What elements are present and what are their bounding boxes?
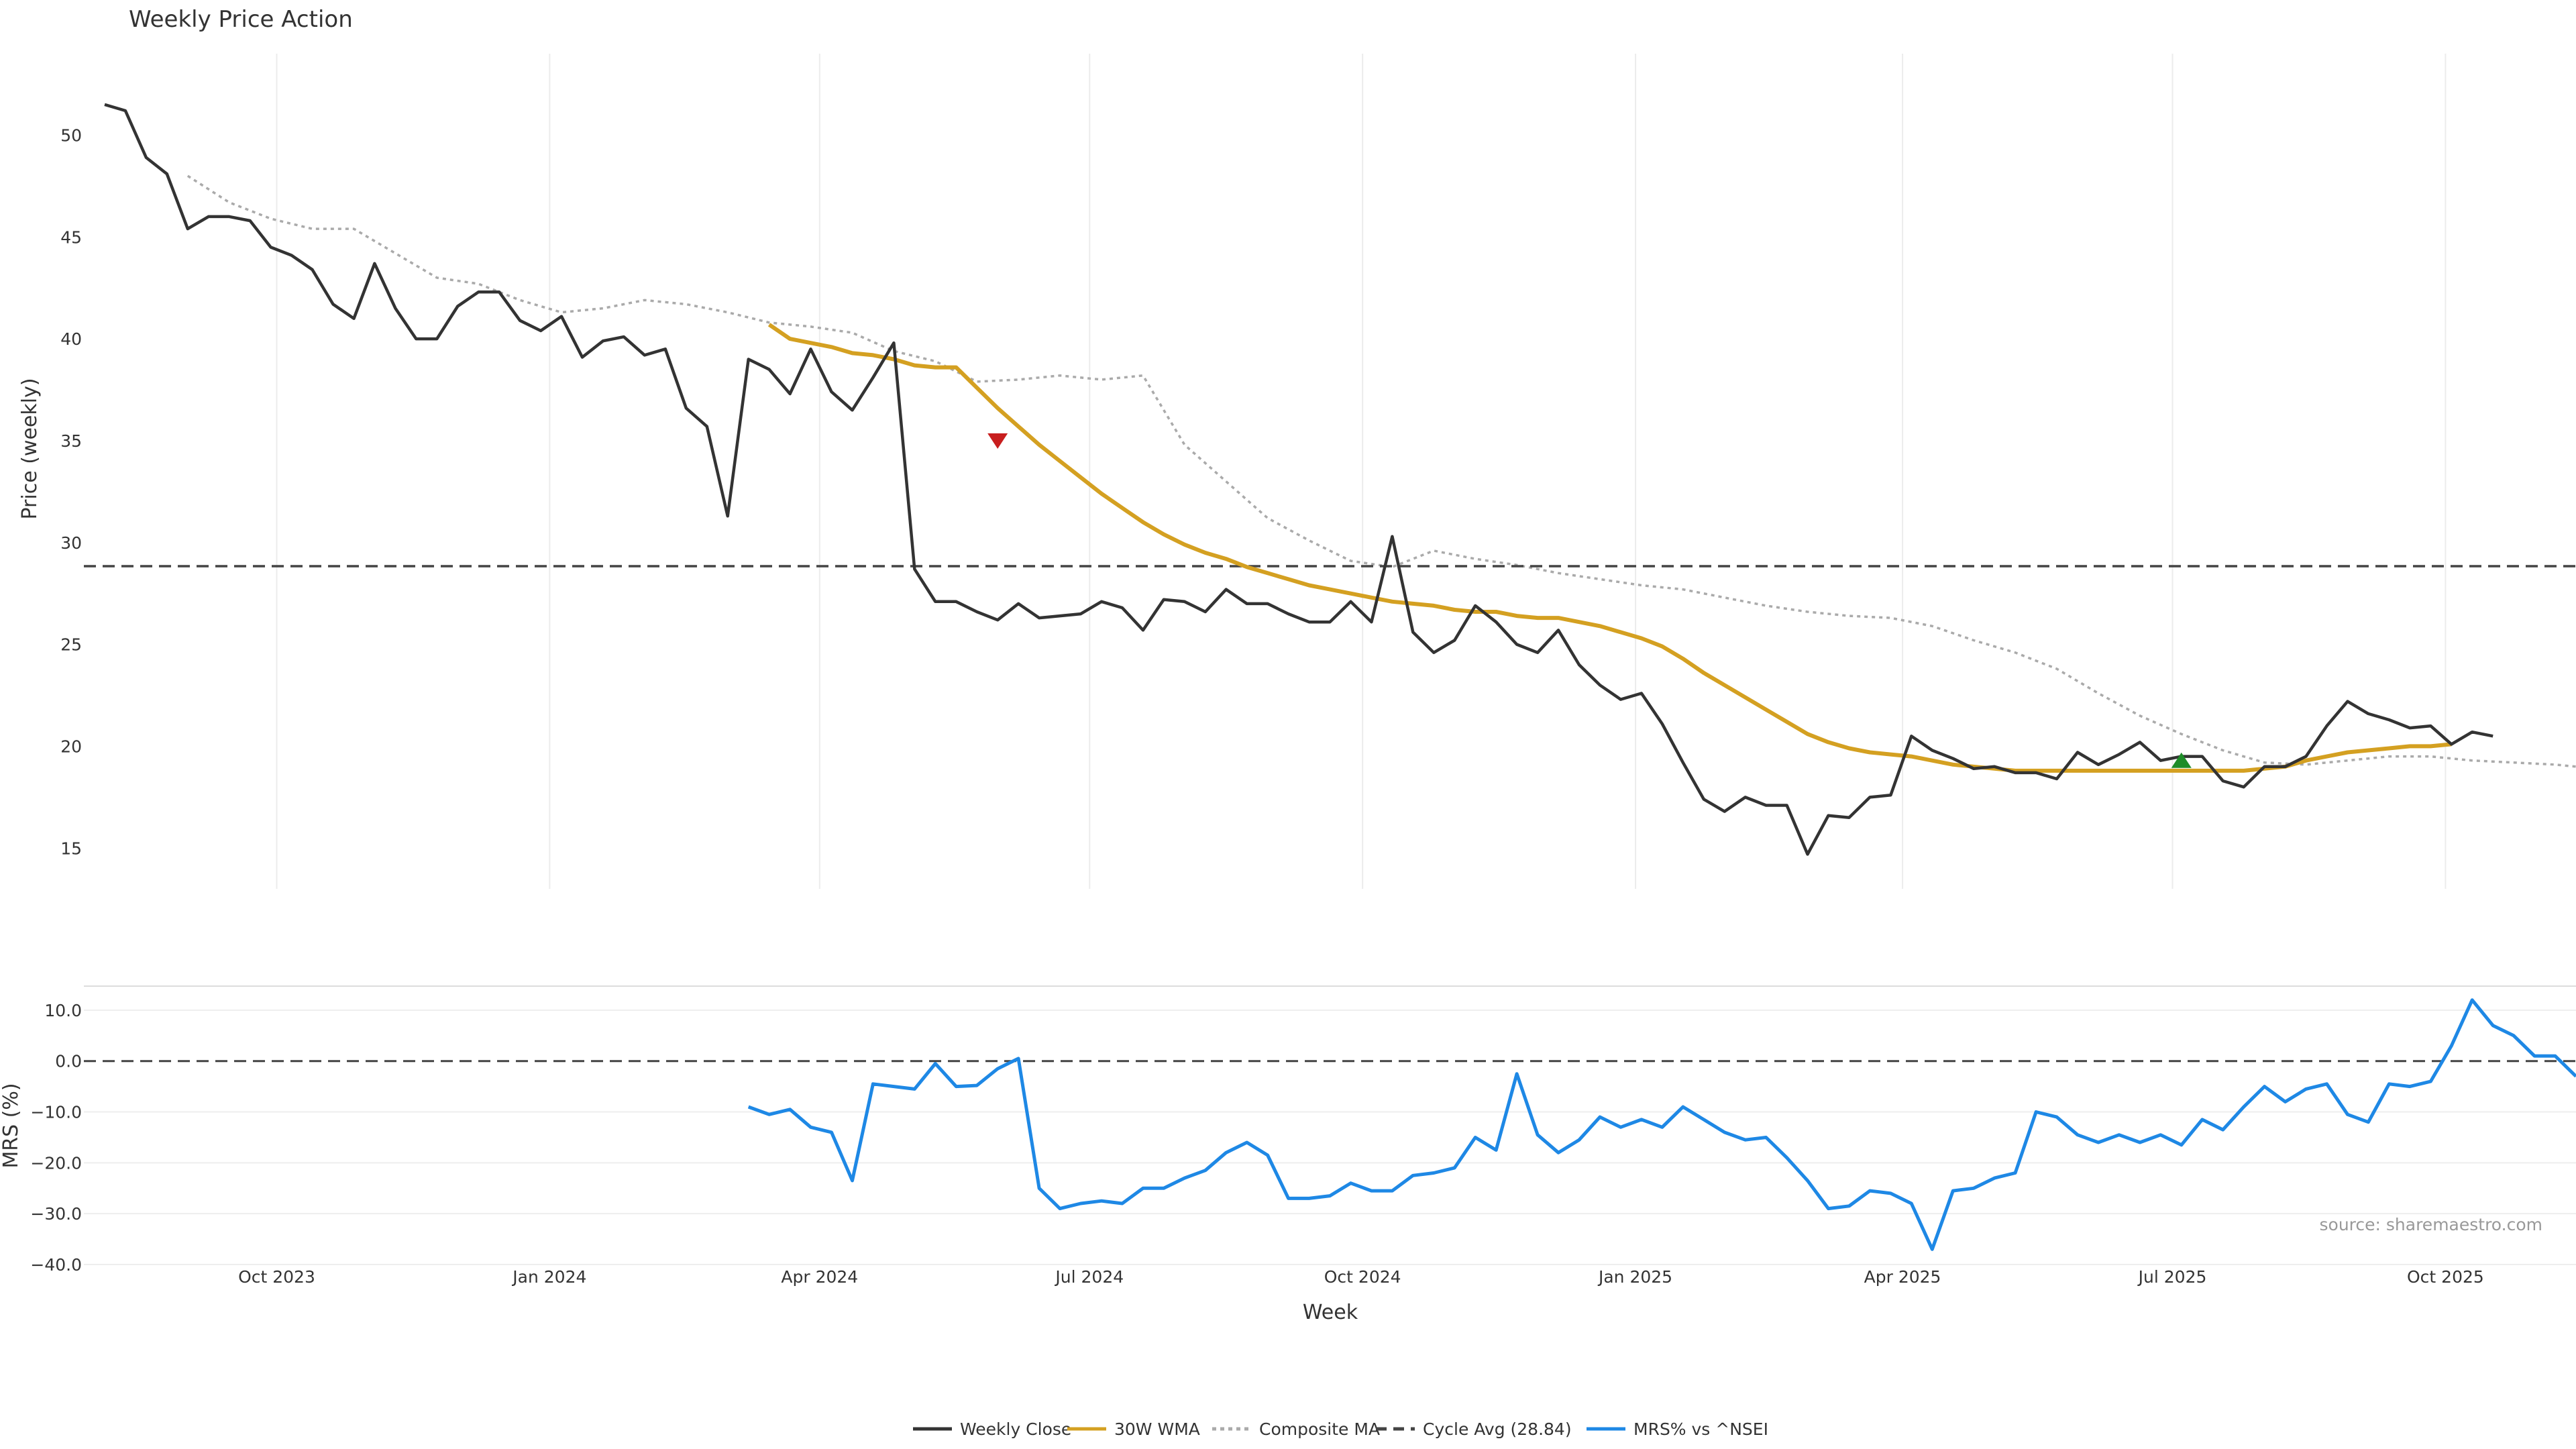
series-composite-ma bbox=[186, 174, 2576, 768]
mrs-y-tick-label: 10.0 bbox=[44, 1001, 82, 1020]
x-tick-label: Jul 2024 bbox=[1054, 1267, 1124, 1287]
legend-item: Cycle Avg (28.84) bbox=[1376, 1419, 1572, 1439]
mrs-y-tick-label: 0.0 bbox=[55, 1052, 82, 1071]
mrs-y-tick-label: −20.0 bbox=[30, 1153, 82, 1173]
legend-item: Composite MA bbox=[1212, 1419, 1380, 1439]
legend-item: Weekly Close bbox=[913, 1419, 1071, 1439]
x-tick-label: Oct 2025 bbox=[2407, 1267, 2484, 1287]
price-y-tick-labels: 15 20 25 30 35 40 45 50 bbox=[60, 125, 82, 858]
x-tick-label: Jul 2025 bbox=[2137, 1267, 2207, 1287]
mrs-y-tick-label: −30.0 bbox=[30, 1204, 82, 1224]
price-y-tick-label: 45 bbox=[60, 227, 82, 247]
price-y-tick-label: 30 bbox=[60, 533, 82, 553]
chart-title: Weekly Price Action bbox=[129, 6, 353, 33]
legend-label: 30W WMA bbox=[1114, 1419, 1200, 1439]
x-tick-label: Jan 2024 bbox=[511, 1267, 586, 1287]
price-y-tick-label: 20 bbox=[60, 737, 82, 756]
x-tick-label: Apr 2025 bbox=[1864, 1267, 1941, 1287]
legend-label: Weekly Close bbox=[960, 1419, 1071, 1439]
price-y-tick-label: 50 bbox=[60, 125, 82, 145]
x-tick-label: Oct 2023 bbox=[238, 1267, 315, 1287]
series-weekly-close bbox=[104, 103, 2493, 856]
x-tick-label: Jan 2025 bbox=[1597, 1267, 1672, 1287]
sell-signal-marker bbox=[987, 433, 1008, 449]
mrs-gridlines bbox=[84, 985, 2576, 1265]
price-series-group bbox=[84, 103, 2576, 856]
series-30w-wma bbox=[767, 323, 2452, 773]
mrs-y-axis-label: MRS (%) bbox=[0, 1083, 23, 1168]
source-caption: source: sharemaestro.com bbox=[2320, 1215, 2543, 1234]
price-y-tick-label: 35 bbox=[60, 431, 82, 451]
price-y-tick-label: 25 bbox=[60, 635, 82, 655]
x-axis-label: Week bbox=[1303, 1301, 1358, 1324]
price-y-axis-label: Price (weekly) bbox=[18, 378, 42, 519]
series-mrs-vs-nsei bbox=[747, 998, 2576, 1251]
x-tick-label: Apr 2024 bbox=[781, 1267, 858, 1287]
mrs-y-tick-labels: −40.0 −30.0 −20.0 −10.0 0.0 10.0 bbox=[30, 1001, 82, 1275]
mrs-y-tick-label: −10.0 bbox=[30, 1103, 82, 1122]
legend-item: 30W WMA bbox=[1067, 1419, 1200, 1439]
legend-label: Cycle Avg (28.84) bbox=[1423, 1419, 1572, 1439]
x-tick-label: Oct 2024 bbox=[1324, 1267, 1401, 1287]
price-y-tick-label: 40 bbox=[60, 329, 82, 349]
price-gridlines bbox=[276, 54, 2447, 889]
mrs-y-tick-label: −40.0 bbox=[30, 1255, 82, 1275]
mrs-series-group bbox=[84, 998, 2576, 1251]
price-y-tick-label: 15 bbox=[60, 839, 82, 858]
legend-label: Composite MA bbox=[1259, 1419, 1380, 1439]
legend-item: MRS% vs ^NSEI bbox=[1587, 1419, 1768, 1439]
legend: Weekly Close 30W WMA Composite MA Cycle Avg… bbox=[913, 1419, 1768, 1439]
x-tick-labels: Oct 2023 Jan 2024 Apr 2024 Jul 2024 Oct 2024… bbox=[238, 1267, 2484, 1287]
signal-markers bbox=[987, 433, 2192, 768]
legend-label: MRS% vs ^NSEI bbox=[1633, 1419, 1768, 1439]
buy-signal-marker bbox=[2171, 752, 2192, 768]
